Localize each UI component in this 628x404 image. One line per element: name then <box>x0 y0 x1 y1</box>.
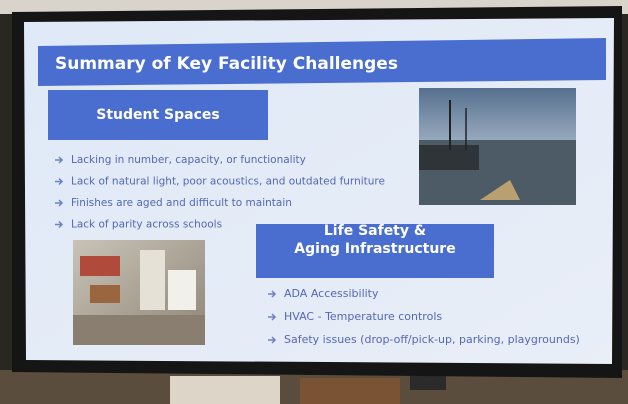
bullet-text: Lack of parity across schools <box>71 219 222 231</box>
photo-flood <box>419 88 576 205</box>
bullet-text: HVAC - Temperature controls <box>284 310 442 323</box>
bullet-text: ADA Accessibility <box>284 287 379 300</box>
section-heading: Aging Infrastructure <box>294 241 455 257</box>
slide-title: Summary of Key Facility Challenges <box>55 54 398 74</box>
bullet-text: Lacking in number, capacity, or function… <box>71 154 306 166</box>
cabinet <box>300 378 400 404</box>
sign <box>410 376 446 390</box>
photo: Summary of Key Facility Challenges Stude… <box>0 0 628 404</box>
bullet-text: Lack of natural light, poor acoustics, a… <box>71 176 385 188</box>
doorway <box>170 376 280 404</box>
bullet-text: Safety issues (drop-off/pick-up, parking… <box>284 333 580 346</box>
section-heading: Student Spaces <box>96 107 219 123</box>
photo-classroom <box>73 240 205 345</box>
section-heading: Life Safety & <box>324 223 426 239</box>
bullet-text: Finishes are aged and difficult to maint… <box>71 197 292 209</box>
